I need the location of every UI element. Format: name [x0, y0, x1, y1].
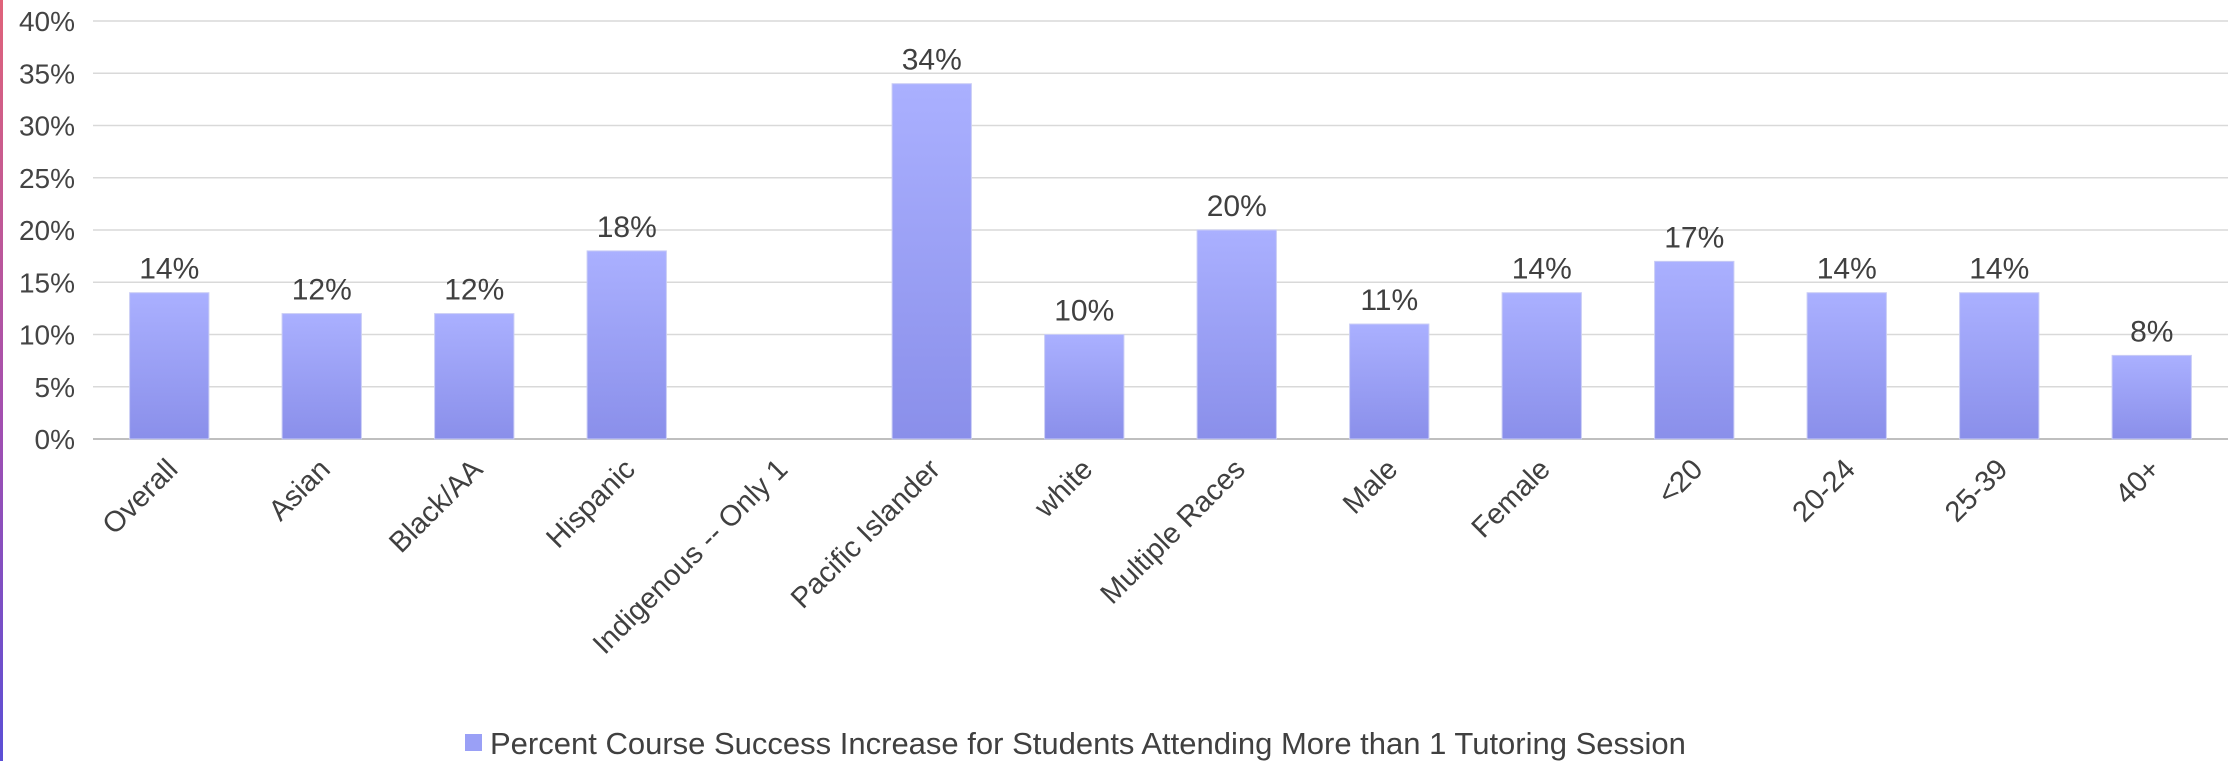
y-tick-label: 5% [35, 372, 75, 403]
y-tick-label: 20% [19, 215, 75, 246]
x-category-label: Pacific Islander [785, 453, 947, 615]
data-label: 20% [1207, 190, 1267, 223]
data-label: 14% [1817, 253, 1877, 286]
x-category-label: Overall [97, 453, 185, 541]
bar [1501, 292, 1582, 440]
y-tick-label: 0% [35, 424, 75, 455]
data-label: 34% [902, 44, 962, 77]
data-label: 14% [1969, 253, 2029, 286]
x-category-label: Female [1466, 453, 1557, 544]
bar [2111, 354, 2192, 440]
bar [1654, 260, 1735, 440]
y-tick-label: 25% [19, 163, 75, 194]
x-category-label: Hispanic [540, 453, 641, 554]
data-label: 12% [292, 274, 352, 307]
data-label: 14% [139, 253, 199, 286]
bar [891, 83, 972, 440]
data-label: 10% [1054, 295, 1114, 328]
bar [1044, 334, 1125, 440]
y-tick-label: 10% [19, 320, 75, 351]
x-category-label: 25-39 [1939, 453, 2014, 528]
x-category-label: Black/AA [383, 453, 489, 559]
left-accent-border [0, 0, 3, 761]
data-label: 14% [1512, 253, 1572, 286]
x-category-label: Asian [263, 453, 337, 527]
y-axis-tick-labels: 0% 5% 10% 15% 20% 25% 30% 35% 40% [19, 6, 75, 455]
data-label: 18% [597, 211, 657, 244]
data-labels: 14% 12% 12% 18% 34% 10% 20% 11% 14% 17% 14% 14% 8% [139, 44, 2173, 349]
bar [129, 292, 210, 440]
bar [281, 313, 362, 440]
x-category-label: Male [1337, 453, 1404, 520]
data-label: 17% [1664, 221, 1724, 254]
bar [1196, 229, 1277, 440]
bars [129, 83, 2192, 440]
x-category-label: 40+ [2109, 453, 2166, 510]
legend-swatch [465, 734, 482, 751]
y-tick-label: 30% [19, 111, 75, 142]
bar [1349, 323, 1430, 440]
y-tick-label: 15% [19, 267, 75, 298]
bar [434, 313, 515, 440]
data-label: 11% [1360, 284, 1418, 317]
bar [586, 250, 667, 440]
data-label: 8% [2130, 315, 2173, 348]
x-category-label: white [1028, 453, 1099, 524]
bar [1959, 292, 2040, 440]
y-tick-label: 40% [19, 6, 75, 37]
x-category-label: 20-24 [1787, 453, 1862, 528]
bar [1806, 292, 1887, 440]
legend-label: Percent Course Success Increase for Stud… [490, 726, 1686, 761]
data-label: 12% [444, 274, 504, 307]
y-tick-label: 35% [19, 58, 75, 89]
x-category-label: <20 [1652, 453, 1709, 510]
legend: Percent Course Success Increase for Stud… [465, 726, 1686, 761]
gridlines [93, 20, 2228, 440]
x-category-label: Multiple Races [1095, 453, 1252, 610]
